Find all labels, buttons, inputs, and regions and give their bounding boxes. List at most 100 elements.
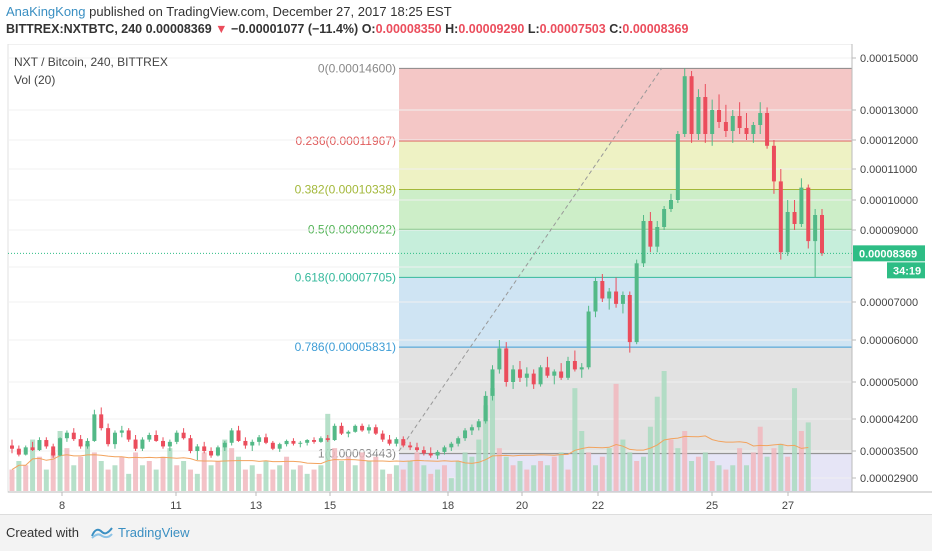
candle-body (236, 430, 241, 441)
fib-label: 0.382(0.00010338) (295, 183, 396, 197)
candle-body (167, 441, 172, 447)
volume-bar (318, 465, 324, 491)
candle-body (552, 371, 557, 376)
candle-body (16, 448, 21, 455)
volume-bar (249, 465, 255, 491)
tradingview-logo-icon[interactable] (90, 524, 114, 540)
open-label: O: (361, 22, 376, 36)
candle-body (614, 291, 619, 304)
candle-body (202, 446, 207, 451)
volume-bar (551, 456, 557, 491)
candle-body (263, 437, 268, 443)
low-label: L: (527, 22, 540, 36)
volume-bar (50, 452, 56, 491)
x-tick-label: 8 (59, 500, 65, 512)
candle-body (78, 439, 83, 447)
price-chart[interactable]: 0(0.00014600) 0.236(0.00011967) 0.382(0.00… (0, 43, 932, 514)
volume-bar (414, 452, 420, 491)
x-axis: 8 11 13 15 18 20 22 25 27 (59, 492, 794, 512)
volume-bar (105, 469, 111, 491)
x-tick-label: 15 (324, 500, 336, 512)
symbol-label: BITTREX:NXTBTC, 240 (6, 22, 143, 36)
candle-body (394, 439, 399, 444)
candle-body (305, 440, 310, 443)
volume-bar (236, 456, 242, 491)
volume-bar (345, 456, 351, 491)
y-tick-label: 0.00002900 (860, 473, 918, 485)
candle-body (360, 425, 365, 431)
volume-bar (785, 456, 791, 491)
fib-label: 0.5(0.00009022) (308, 222, 396, 236)
volume-bar (242, 469, 248, 491)
volume-bar (613, 383, 619, 491)
volume-bar (91, 452, 97, 491)
fib-retracement[interactable]: 0(0.00014600) 0.236(0.00011967) 0.382(0.00… (295, 61, 852, 492)
volume-bar (167, 448, 173, 491)
candle-body (154, 435, 159, 441)
volume-bar (338, 461, 344, 491)
fib-band (399, 453, 852, 492)
candle-body (58, 438, 63, 456)
volume-bar (689, 461, 695, 491)
candle-body (387, 439, 392, 444)
candle-body (250, 441, 255, 446)
volume-bar (78, 456, 84, 491)
y-tick-label: 0.00010000 (860, 195, 918, 207)
candle-body (366, 427, 371, 431)
candle-body (703, 97, 708, 134)
candle-body (373, 427, 378, 434)
volume-bar (325, 413, 331, 491)
last-price: 0.00008369 (145, 22, 212, 36)
candle-body (435, 451, 440, 456)
volume-bar (57, 431, 63, 491)
volume-bar (599, 456, 605, 491)
candle-body (209, 451, 214, 456)
tradingview-link[interactable]: TradingView (118, 525, 190, 540)
candle-body (119, 430, 124, 433)
price-change: −0.00001077 (−11.4%) (231, 22, 359, 36)
footer: Created with TradingView (0, 514, 932, 551)
volume-bar (517, 461, 523, 491)
candle-body (655, 227, 660, 247)
candle-body (813, 215, 818, 242)
volume-bar (421, 465, 427, 491)
y-tick-label: 0.00011000 (860, 164, 917, 176)
volume-bar (126, 473, 132, 491)
candle-body (751, 125, 756, 134)
candle-body (806, 187, 811, 242)
chart-area[interactable]: 0(0.00014600) 0.236(0.00011967) 0.382(0.00… (0, 43, 932, 514)
candle-body (442, 447, 447, 452)
candle-body (593, 281, 598, 312)
candle-body (353, 425, 358, 432)
volume-bar (400, 469, 406, 491)
volume-bar (757, 426, 763, 491)
fib-band (399, 189, 852, 230)
volume-bar (675, 448, 681, 491)
volume-bar (764, 456, 770, 491)
trend-line[interactable] (398, 67, 663, 452)
volume-bar (304, 473, 310, 491)
candle-body (380, 433, 385, 440)
candle-body (449, 443, 454, 448)
y-tick-label: 0.00004200 (860, 414, 918, 426)
candle-body (792, 212, 797, 224)
candle-body (696, 97, 701, 134)
volume-bar (798, 431, 804, 491)
symbol-line: BITTREX:NXTBTC, 240 0.00008369 ▼ −0.0000… (6, 22, 688, 36)
volume-ma-line (11, 435, 809, 471)
candle-body (765, 113, 770, 146)
candle-body (415, 447, 419, 451)
volume-bar (160, 456, 166, 491)
candle-body (799, 187, 804, 224)
candle-body (627, 295, 632, 343)
volume-bar (373, 456, 379, 491)
volume-bar (627, 452, 633, 491)
fib-band (399, 140, 852, 190)
volume-bar (606, 448, 612, 491)
publish-info: published on TradingView.com, December 2… (85, 4, 452, 19)
candle-body (51, 446, 56, 456)
volume-bar (531, 465, 537, 491)
author-link[interactable]: AnaKingKong (6, 4, 86, 19)
candle-body (408, 445, 413, 448)
candle-body (572, 361, 577, 370)
